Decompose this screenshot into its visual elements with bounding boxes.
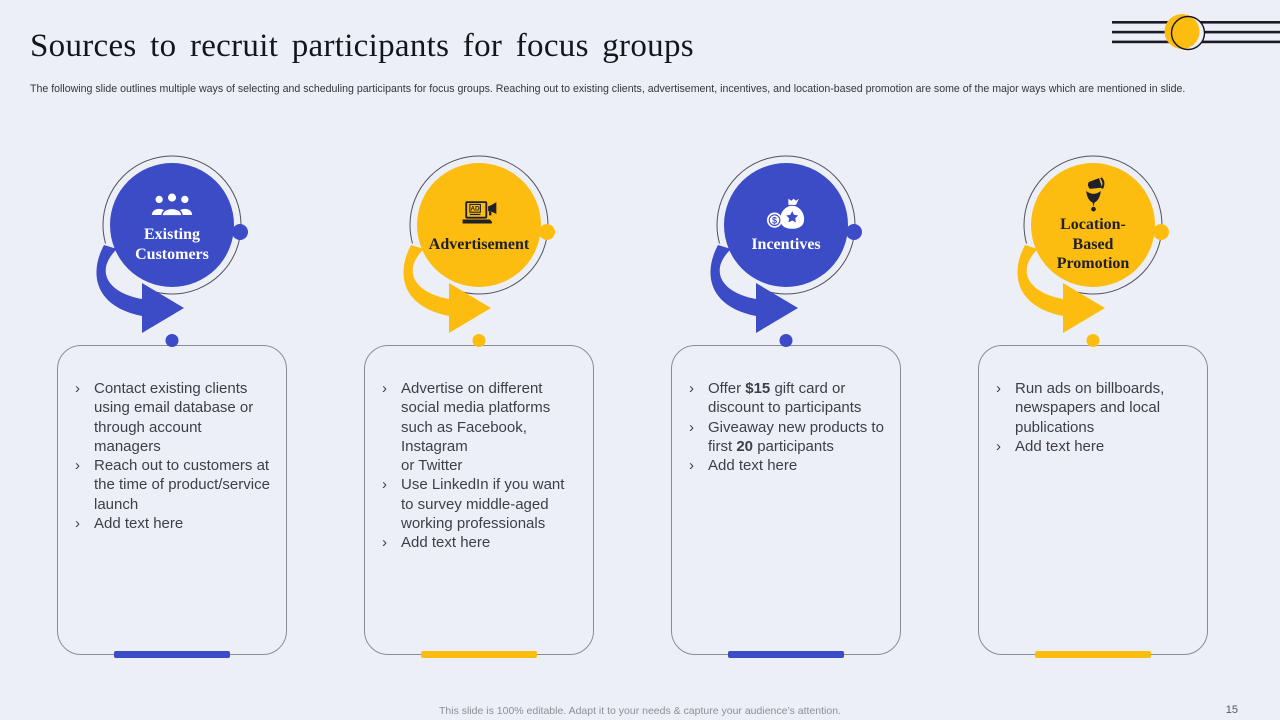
corner-decoration	[1112, 14, 1280, 51]
source-badge: Location- Based Promotion	[1031, 163, 1155, 287]
source-card: › Contact existing clients using email da…	[57, 345, 287, 658]
bullet-item: › Offer $15 gift card or discount to part…	[689, 379, 886, 418]
bullet-glyph: ›	[75, 380, 80, 397]
svg-text:$: $	[772, 216, 777, 226]
bullet-item: › Advertise on different social media pla…	[382, 379, 579, 475]
curved-arrow-icon	[403, 245, 491, 333]
slide-subtitle: The following slide outlines multiple wa…	[30, 83, 1186, 95]
bullet-text: Reach out to customers at the time of pr…	[94, 457, 275, 513]
source-column-location-based-promotion: Location- Based Promotion › Run ads on bill…	[978, 150, 1208, 658]
bullet-glyph: ›	[996, 437, 1001, 455]
curved-arrow-icon	[1017, 245, 1105, 333]
bullet-list: › Contact existing clients using email da…	[58, 346, 286, 533]
source-badge: AD Advertisement	[417, 163, 541, 287]
source-card: › Run ads on billboards, newspapers and l…	[978, 345, 1208, 658]
source-column-advertisement: AD Advertisement › Advertise on different…	[364, 150, 594, 658]
connector-dot	[472, 334, 486, 347]
bullet-item: › Use LinkedIn if you want to survey midd…	[382, 475, 579, 533]
orbit-dot	[539, 224, 555, 240]
bullet-text: Add text here	[708, 457, 798, 475]
orbit-ring	[102, 155, 248, 295]
bullet-text: Offer $15 gift card or discount to parti…	[708, 380, 862, 417]
card-accent-bar	[1035, 651, 1151, 658]
bullet-item: › Add text here	[689, 456, 886, 475]
source-badge-label: Advertisement	[428, 235, 530, 253]
ad-laptop-icon: AD	[458, 196, 500, 232]
connector-dot	[165, 334, 179, 347]
source-column-incentives: $ Incentives › Offer $15 gift card or dis…	[671, 150, 901, 658]
bullet-list: › Advertise on different social media pla…	[365, 346, 593, 553]
connector-dot	[1086, 334, 1100, 347]
bullet-text: Add text here	[1015, 437, 1105, 455]
bullet-glyph: ›	[382, 534, 387, 552]
page-number: 15	[1225, 704, 1238, 716]
connector-dot	[779, 334, 793, 347]
source-card: › Offer $15 gift card or discount to part…	[671, 345, 901, 658]
bullet-glyph: ›	[75, 515, 80, 533]
curved-arrow-icon	[96, 245, 184, 333]
people-group-icon	[150, 186, 194, 222]
bullet-list: › Run ads on billboards, newspapers and l…	[979, 346, 1207, 456]
card-accent-bar	[421, 651, 537, 658]
bullet-text: Use LinkedIn if you want to survey middl…	[401, 476, 569, 533]
svg-text:AD: AD	[470, 205, 480, 212]
bullet-item: › Run ads on billboards, newspapers and l…	[996, 379, 1193, 437]
source-column-existing-customers: Existing Customers › Contact existing clie…	[57, 150, 287, 658]
footer-note: This slide is 100% editable. Adapt it to…	[439, 705, 841, 717]
bullet-glyph: ›	[689, 418, 694, 436]
bullet-text: Giveaway new products to first 20 partic…	[708, 418, 889, 455]
card-accent-bar	[114, 651, 230, 658]
columns-row: Existing Customers › Contact existing clie…	[0, 150, 1280, 658]
bullet-glyph: ›	[382, 476, 387, 494]
bullet-text: Contact existing clients using email dat…	[94, 380, 258, 455]
bullet-item: › Add text here	[996, 437, 1193, 456]
bullet-text: Add text here	[94, 515, 184, 533]
bullet-item: › Add text here	[382, 533, 579, 552]
bullet-glyph: ›	[996, 380, 1001, 397]
curved-arrow-icon	[710, 245, 798, 333]
orbit-dot	[1153, 224, 1169, 240]
bullet-text: Run ads on billboards, newspapers and lo…	[1015, 380, 1169, 436]
bullet-item: › Add text here	[75, 514, 272, 533]
bullet-text: Add text here	[401, 534, 491, 552]
bullet-glyph: ›	[689, 457, 694, 475]
orbit-ring	[716, 155, 862, 295]
source-badge: Existing Customers	[110, 163, 234, 287]
orbit-dot	[232, 224, 248, 240]
orbit-dot	[846, 224, 862, 240]
bullet-text: Advertise on different social media plat…	[401, 380, 551, 475]
orbit-ring	[409, 155, 555, 295]
location-megaphone-icon	[1078, 176, 1109, 212]
bullet-glyph: ›	[75, 457, 80, 475]
source-badge-label: Location- Based Promotion	[1056, 216, 1130, 273]
bullet-glyph: ›	[382, 380, 387, 397]
source-badge: $ Incentives	[724, 163, 848, 287]
bullet-item: › Contact existing clients using email da…	[75, 379, 272, 456]
decoration-circle	[1164, 14, 1200, 49]
card-accent-bar	[728, 651, 844, 658]
bullet-item: › Giveaway new products to first 20 parti…	[689, 418, 886, 457]
source-badge-label: Incentives	[751, 235, 821, 253]
bullet-item: › Reach out to customers at the time of p…	[75, 456, 272, 514]
money-bag-icon: $	[766, 196, 806, 232]
source-badge-label: Existing Customers	[135, 225, 209, 263]
orbit-ring	[1023, 155, 1169, 295]
bullet-list: › Offer $15 gift card or discount to part…	[672, 346, 900, 475]
slide-title: Sources to recruit participants for focu…	[30, 28, 694, 64]
source-card: › Advertise on different social media pla…	[364, 345, 594, 658]
bullet-glyph: ›	[689, 380, 694, 397]
decoration-ring	[1170, 15, 1206, 51]
